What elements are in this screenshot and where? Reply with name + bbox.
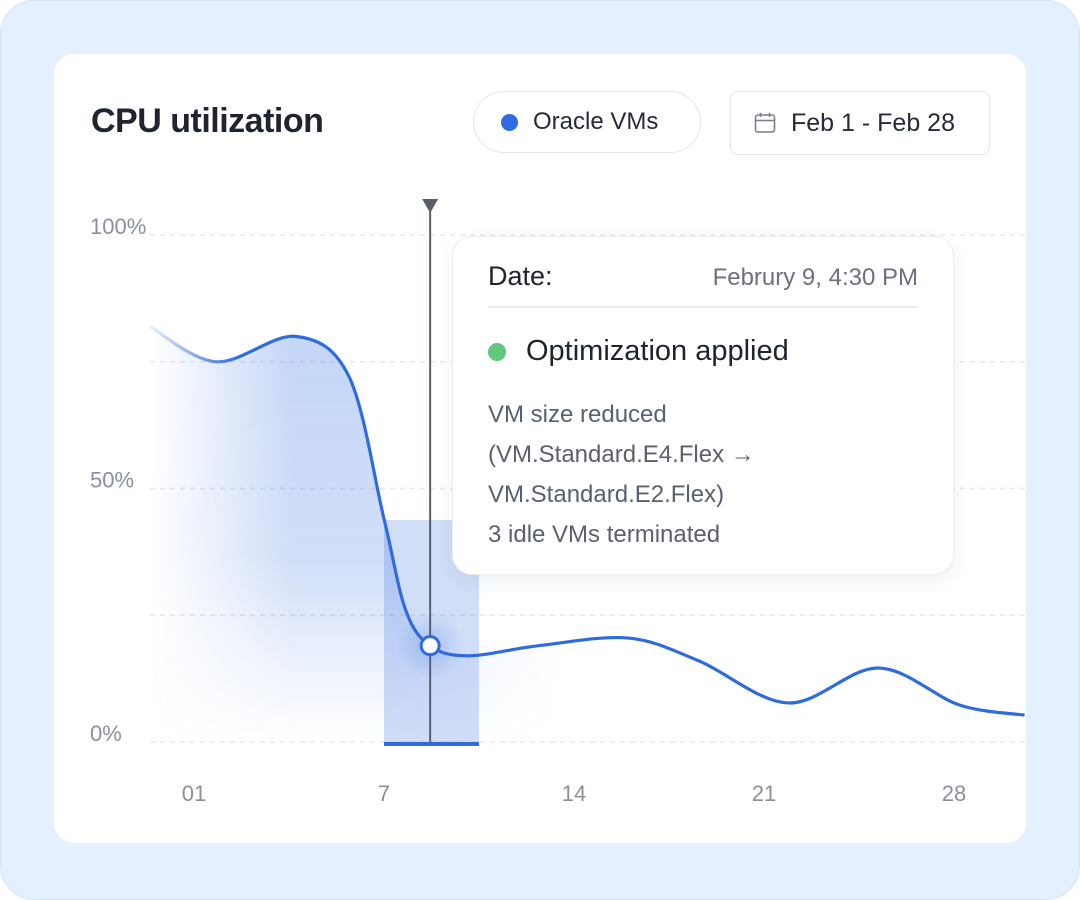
tooltip-date-value: Februry 9, 4:30 PM (712, 264, 918, 291)
legend-oracle-vms[interactable]: Oracle VMs (473, 91, 701, 153)
tooltip-status: Optimization applied (488, 335, 789, 368)
series-line (148, 324, 1025, 717)
tooltip-status-label: Optimization applied (526, 335, 789, 367)
y-tick-label: 100% (90, 214, 146, 239)
status-dot (488, 342, 506, 361)
tooltip-line: VM size reduced (488, 401, 667, 428)
tooltip-line: VM.Standard.E2.Flex) (488, 481, 725, 508)
date-range-picker[interactable]: Feb 1 - Feb 28 (730, 91, 990, 155)
chart-title: CPU utilization (91, 102, 324, 140)
x-tick-label: 21 (752, 781, 776, 806)
legend-label: Oracle VMs (533, 108, 659, 135)
x-tick-label: 7 (378, 781, 390, 806)
tooltip-line: (VM.Standard.E4.Flex → (488, 441, 755, 468)
x-tick-label: 14 (562, 781, 586, 806)
series-color-dot (501, 113, 518, 131)
x-tick-label: 28 (942, 781, 966, 806)
hover-point[interactable] (419, 635, 441, 657)
date-range-label: Feb 1 - Feb 28 (791, 108, 955, 137)
tooltip-line: 3 idle VMs terminated (488, 521, 721, 548)
tooltip-details: VM size reduced (VM.Standard.E4.Flex → V… (488, 395, 755, 555)
tooltip: Date: Februry 9, 4:30 PM Optimization ap… (452, 236, 954, 575)
series-area (149, 326, 1025, 742)
calendar-icon (754, 112, 776, 133)
x-tick-label: 01 (182, 781, 206, 806)
tooltip-date-row: Date: Februry 9, 4:30 PM (488, 261, 918, 308)
tooltip-date-label: Date: (488, 261, 553, 291)
y-tick-label: 0% (90, 721, 122, 746)
y-tick-label: 50% (90, 468, 134, 493)
cursor-marker-icon[interactable] (422, 199, 439, 213)
